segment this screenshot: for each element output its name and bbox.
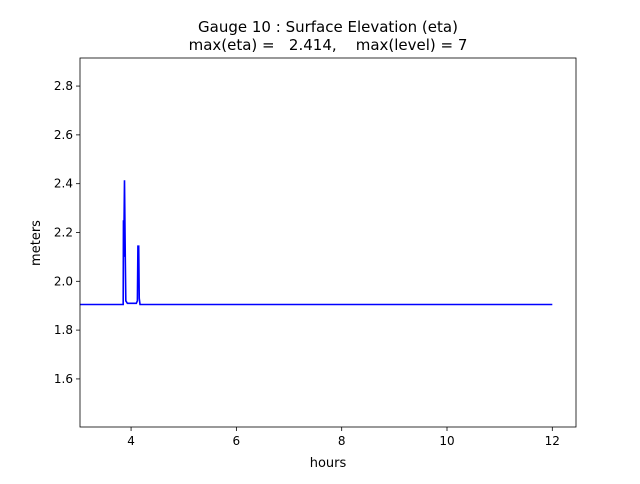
y-tick-label: 2.2: [54, 225, 73, 239]
x-tick-label: 8: [338, 434, 346, 448]
x-tick-label: 4: [127, 434, 135, 448]
series-line-eta: [80, 180, 553, 306]
y-tick-label: 1.6: [54, 372, 73, 386]
plot-frame: [79, 57, 577, 428]
chart-title: Gauge 10 : Surface Elevation (eta): [198, 18, 458, 36]
y-axis-label: meters: [29, 220, 44, 266]
x-tick-label: 12: [545, 434, 560, 448]
y-tick-label: 1.8: [54, 323, 73, 337]
y-tick-label: 2.0: [54, 274, 73, 288]
y-tick-label: 2.8: [54, 79, 73, 93]
x-tick-label: 6: [233, 434, 241, 448]
y-tick-label: 2.4: [54, 177, 73, 191]
y-tick-label: 2.6: [54, 128, 73, 142]
x-tick-label: 10: [439, 434, 454, 448]
x-axis-label: hours: [310, 456, 347, 471]
chart-subtitle: max(eta) = 2.414, max(level) = 7: [189, 36, 468, 54]
